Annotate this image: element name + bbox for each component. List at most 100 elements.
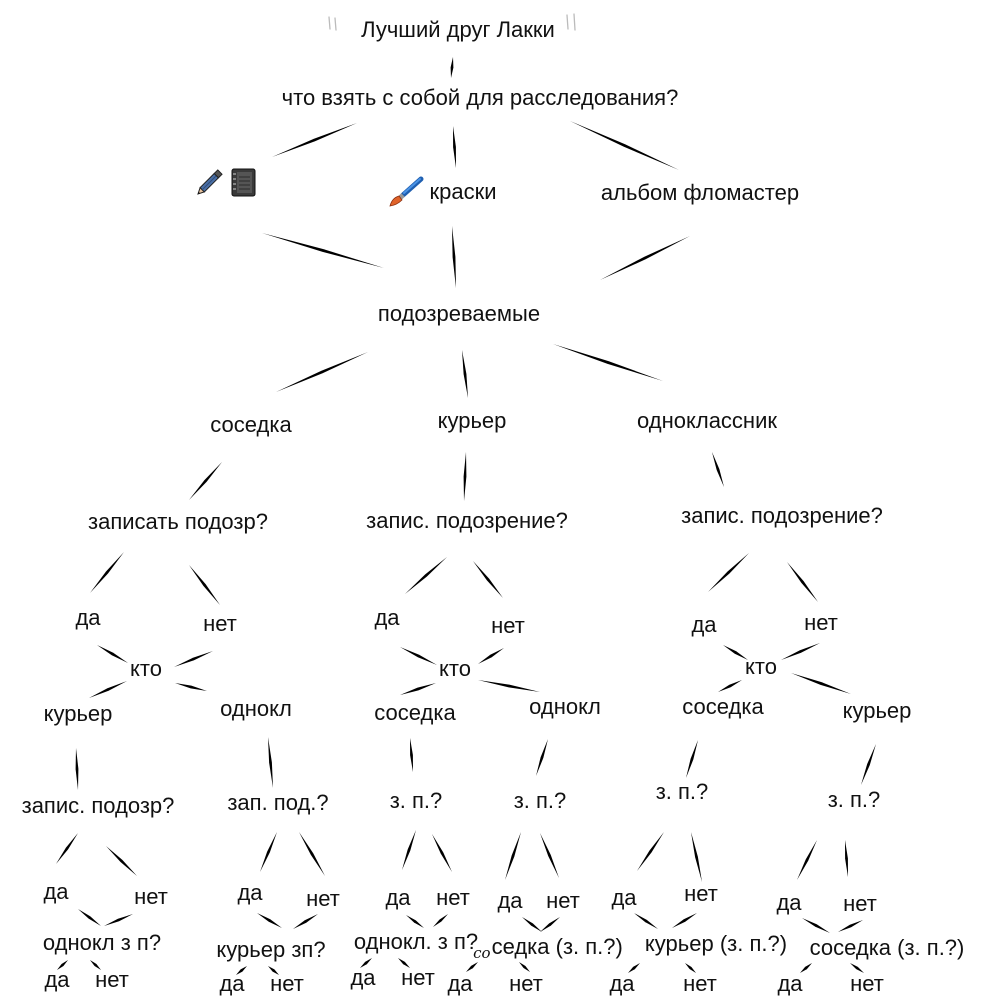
branch-2-question: запис. подозрение?: [366, 508, 568, 533]
connector-line: [268, 966, 279, 975]
branch-1-other-2-question: зап. под.?: [227, 790, 329, 815]
connector-line: [89, 681, 127, 698]
branch-3-yes: да: [691, 612, 717, 637]
branch-1-other-1-question: запис. подозр?: [21, 793, 175, 818]
branch-3-other-2-yes: да: [776, 890, 802, 915]
connector-line: [260, 832, 277, 872]
notebook-icon: [231, 168, 256, 197]
branch-1-other-1-next: однокл з п?: [42, 930, 162, 955]
branch-2-other-1-next-yes: да: [350, 965, 376, 990]
question-what-to-take: что взять с собой для расследования?: [281, 85, 679, 110]
connector-line: [189, 565, 220, 605]
branch-1-other-1-no: нет: [134, 884, 168, 909]
branch-3-other-2-name: курьер: [842, 698, 912, 723]
connector-line: [712, 452, 724, 487]
connector-line: [463, 452, 467, 501]
connector-line: [570, 121, 679, 170]
branch-3-other-2-next-yes: да: [777, 971, 803, 996]
connector-line: [97, 645, 128, 663]
branch-2-other-2-no: нет: [546, 888, 580, 913]
connector-line: [838, 920, 863, 932]
branch-1-other-1-yes: да: [43, 879, 69, 904]
branch-3-other-2-question: з. п.?: [827, 787, 881, 812]
connector-line: [175, 683, 207, 691]
connector-line: [791, 673, 851, 694]
connector-line: [104, 914, 133, 926]
branch-2-other-1-next-no: нет: [401, 965, 435, 990]
diagram-title: Лучший друг Лакки: [361, 17, 555, 42]
connector-line: [708, 553, 749, 592]
branch-2-other-2-next-text: седка (з. п.?): [491, 934, 623, 959]
branch-2-other-1-name: соседка: [374, 700, 456, 725]
branch-2-no: нет: [491, 613, 525, 638]
quote-mark: [566, 14, 569, 30]
connector-line: [432, 834, 452, 872]
pencil-icon: [197, 169, 223, 195]
branch-3-other-1-yes: да: [611, 885, 637, 910]
connector-line: [360, 958, 372, 968]
connector-line: [90, 960, 101, 970]
connector-line: [406, 915, 424, 928]
branch-1-other-1-next-no: нет: [95, 967, 129, 992]
branch-2-other-2-next-no: нет: [509, 971, 543, 996]
branch-1-other-2-next-yes: да: [219, 971, 245, 996]
connector-line: [78, 909, 101, 926]
handwritten-prefix: со: [473, 944, 491, 962]
connector-line: [75, 748, 79, 790]
connector-line: [800, 963, 812, 973]
branch-2-other-2-question: з. п.?: [513, 788, 567, 813]
item-paints-label: краски: [429, 179, 497, 204]
connector-line: [861, 744, 876, 785]
branch-3-other-1-name: соседка: [682, 694, 764, 719]
connector-line: [522, 917, 542, 932]
connector-line: [718, 680, 742, 692]
branch-2-other-1-next: однокл. з п?: [353, 929, 479, 954]
connector-line: [450, 57, 454, 78]
connector-line: [398, 958, 410, 968]
branch-2-other-1-question: з. п.?: [389, 788, 443, 813]
connector-line: [540, 833, 559, 878]
connector-line: [802, 918, 830, 933]
connector-line: [293, 914, 318, 929]
branch-1-other-1-next-yes: да: [44, 967, 70, 992]
branch-1-no: нет: [203, 611, 237, 636]
connector-line: [405, 557, 447, 594]
connector-line: [519, 962, 530, 972]
quote-mark: [334, 17, 337, 31]
connector-line: [57, 960, 68, 970]
branch-2-other-1-yes: да: [385, 885, 411, 910]
connector-line: [691, 832, 702, 882]
branch-3-suspect: одноклассник: [637, 408, 777, 433]
connector-line: [600, 236, 690, 280]
connector-line: [268, 737, 273, 788]
branch-2-other-2-yes: да: [497, 888, 523, 913]
connector-line: [174, 651, 213, 667]
branch-3-who: кто: [745, 654, 777, 679]
branch-1-other-2-yes: да: [237, 880, 263, 905]
branch-2-other-1-no: нет: [436, 885, 470, 910]
connector-line: [400, 683, 436, 695]
connector-line: [236, 966, 247, 975]
branch-2-yes: да: [374, 605, 400, 630]
connector-line: [634, 913, 658, 929]
branch-1-who: кто: [130, 656, 162, 681]
connector-line: [850, 963, 864, 973]
branch-2-other-2-name: однокл: [529, 694, 601, 719]
connector-line: [462, 350, 468, 398]
connector-line: [787, 562, 818, 602]
connector-line: [540, 917, 560, 932]
connector-line: [257, 913, 282, 928]
connector-line: [686, 740, 698, 778]
branch-1-other-1-name: курьер: [43, 701, 113, 726]
connector-line: [453, 126, 456, 168]
connector-line: [433, 914, 448, 927]
connector-line: [685, 963, 696, 973]
branch-2-other-2-next: соседка (з. п.?): [473, 934, 623, 961]
branch-3-other-2-next-no: нет: [850, 971, 884, 996]
branch-1-yes: да: [75, 605, 101, 630]
quote-mark: [328, 16, 331, 30]
connector-line: [473, 561, 503, 598]
connector-line: [466, 962, 478, 972]
